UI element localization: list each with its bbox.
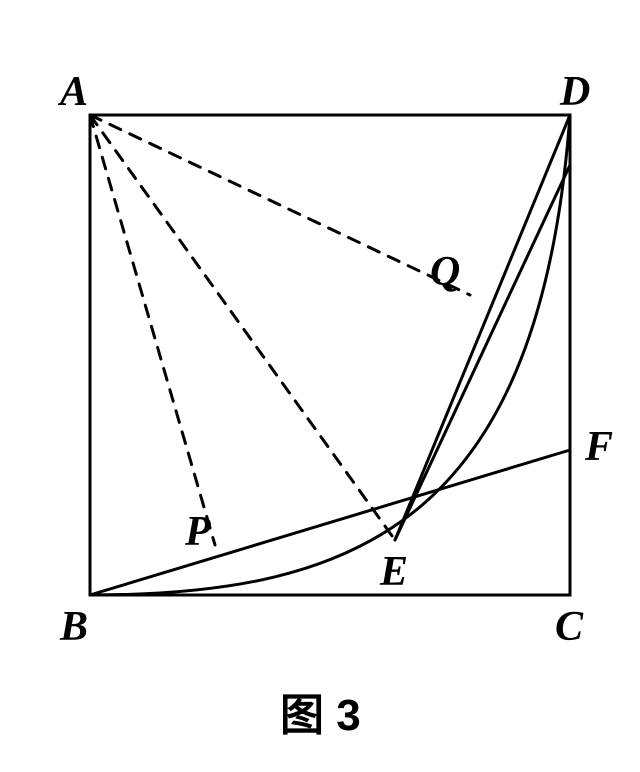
geometry-diagram: A D B C F E Q P 图 3 [0,0,640,772]
label-D: D [559,69,590,115]
label-C: C [555,604,584,650]
label-F: F [584,424,613,470]
figure-caption: 图 3 [280,691,361,740]
label-A: A [57,69,88,115]
label-P: P [184,509,211,555]
label-Q: Q [430,249,460,295]
label-B: B [59,604,88,650]
label-E: E [379,549,408,595]
